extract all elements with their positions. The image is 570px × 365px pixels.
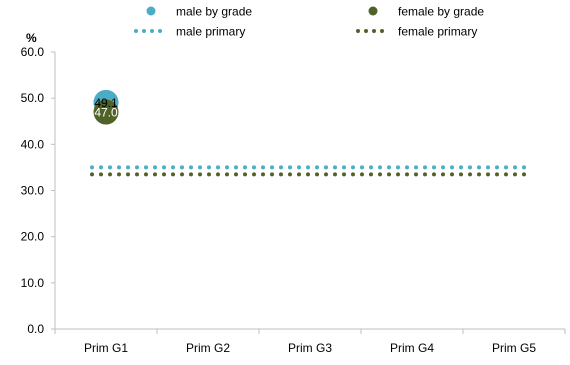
legend-marker bbox=[146, 6, 156, 16]
y-axis-label: % bbox=[26, 31, 37, 45]
y-tick-label: 0.0 bbox=[27, 322, 44, 336]
legend-label: female primary bbox=[398, 25, 477, 39]
y-axis: 0.0 10.0 20.0 30.0 40.0 50.0 60.0 bbox=[21, 45, 56, 336]
x-tick-label: Prim G3 bbox=[288, 341, 332, 355]
y-tick-label: 40.0 bbox=[21, 137, 45, 151]
y-tick-label: 30.0 bbox=[21, 184, 45, 198]
x-tick-label: Prim G2 bbox=[186, 341, 230, 355]
x-tick-label: Prim G1 bbox=[84, 341, 128, 355]
legend-marker bbox=[368, 6, 378, 16]
legend-item: male primary bbox=[134, 25, 245, 39]
data-label: 49.1 bbox=[94, 96, 118, 110]
legend-label: male by grade bbox=[176, 5, 252, 19]
y-tick-label: 20.0 bbox=[21, 230, 45, 244]
legend: male by grade female by grade male primary… bbox=[134, 5, 484, 39]
legend-item: female primary bbox=[356, 25, 477, 39]
x-tick-label: Prim G4 bbox=[390, 341, 434, 355]
data-point-female-by-grade bbox=[93, 99, 119, 125]
plot-area: 49.147.0 bbox=[90, 89, 530, 177]
x-axis: Prim G1 Prim G2 Prim G3 Prim G4 Prim G5 bbox=[54, 328, 566, 355]
y-tick-label: 60.0 bbox=[21, 45, 45, 59]
data-label: 47.0 bbox=[94, 106, 118, 120]
y-tick-label: 10.0 bbox=[21, 276, 45, 290]
legend-item: male by grade bbox=[146, 5, 252, 19]
legend-label: male primary bbox=[176, 25, 245, 39]
legend-item: female by grade bbox=[368, 5, 484, 19]
legend-label: female by grade bbox=[398, 5, 484, 19]
x-tick-label: Prim G5 bbox=[492, 341, 536, 355]
y-tick-label: 50.0 bbox=[21, 91, 45, 105]
